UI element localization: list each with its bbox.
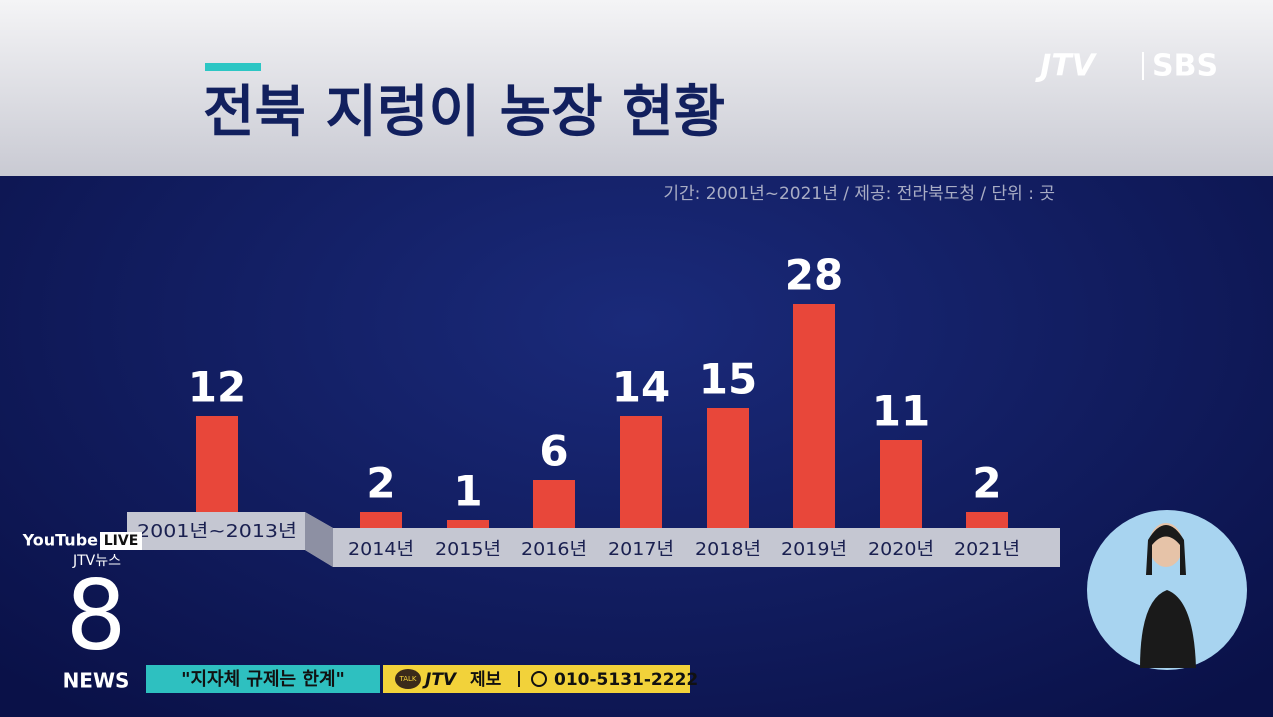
x-tick-label: 2018년 [695,539,761,560]
value-label: 2 [366,459,395,508]
bar [360,512,402,528]
value-label: 2 [972,459,1001,508]
value-label: 14 [612,363,670,412]
youtube: YouTube [22,531,99,550]
value-label: 1 [453,467,482,516]
ticker: "지자체 규제는 한계" [181,669,345,690]
logo: SBS [1152,49,1218,84]
x-tick-label: 2014년 [348,539,414,560]
channel: JTV뉴스 [72,553,121,569]
divider [1142,52,1144,80]
interpreter-body [1140,590,1196,668]
bar [620,416,662,528]
live: LIVE [104,533,139,549]
x-tick-label: 2020년 [868,539,934,560]
value-label: 6 [539,427,568,476]
talk-icon [395,669,421,689]
header [0,0,1273,176]
phone: 010-5131-2222 [554,670,698,690]
accent [205,63,261,71]
bar [966,512,1008,528]
chart-subtitle: 기간: 2001년~2021년 / 제공: 전라북도청 / 단위 : 곳 [663,184,1055,204]
ticker-box [146,665,380,693]
x-tick-label: 2001년~2013년 [137,521,297,542]
x-tick-label: 2016년 [521,539,587,560]
bar [880,440,922,528]
value-label: 28 [785,251,843,300]
bar [447,520,489,528]
value-label: 11 [872,387,930,436]
value-label: 15 [699,355,757,404]
bar [793,304,835,528]
separator [518,671,520,687]
plot: 12 2001년~2013년 2 2014년 1 2015년 6 2016년 14 2017년 15… [137,251,1020,561]
phone-icon [531,671,547,687]
news-number: 8 [65,559,126,671]
x-tick-label: 2015년 [435,539,501,560]
value-label: 12 [188,363,246,412]
tip: 제보 [470,670,502,690]
tip-brand: JTV [422,670,458,690]
news-label: NEWS [63,669,130,693]
platform-joint [305,512,333,567]
talk: TALK [398,675,416,683]
live-box [100,532,142,550]
chart-title: 전북 지렁이 농장 현황 [203,80,725,145]
axis-platform [127,512,1060,567]
bar [196,416,238,512]
logo: JTV [1035,49,1098,84]
bar [533,480,575,528]
x-tick-label: 2017년 [608,539,674,560]
interpreter-hair [1146,525,1186,575]
x-tick-label: 2021년 [954,539,1020,560]
bar [707,408,749,528]
x-tick-label: 2019년 [781,539,847,560]
tip-box [383,665,690,693]
